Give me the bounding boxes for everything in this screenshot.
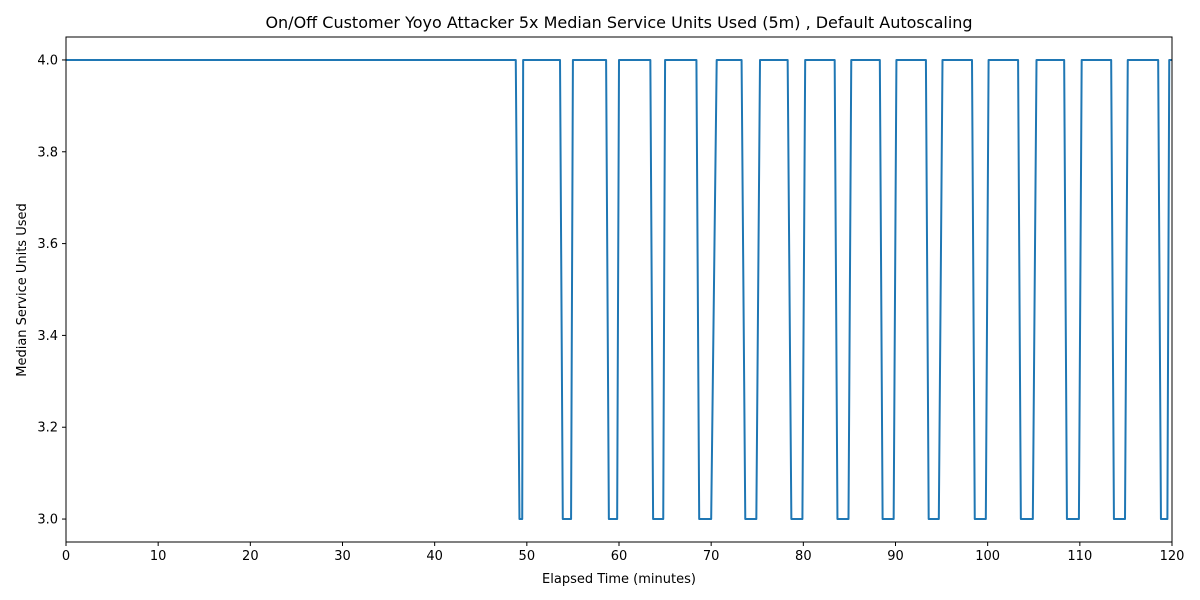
y-tick-label: 3.6 [37,237,58,252]
x-axis-ticks: 0 10 20 30 40 50 60 70 80 90 100 110 120 [62,542,1185,564]
x-tick-label: 70 [703,549,720,564]
x-tick-label: 90 [887,549,904,564]
y-axis-label: Median Service Units Used [15,203,30,377]
series-layer [66,58,1172,521]
x-tick-label: 80 [795,549,812,564]
series-line-0 [66,58,1172,521]
y-tick-label: 4.0 [37,53,58,68]
x-tick-label: 40 [426,549,443,564]
x-axis-label: Elapsed Time (minutes) [542,572,696,587]
x-tick-label: 50 [519,549,536,564]
y-tick-label: 3.0 [37,513,58,528]
x-tick-label: 30 [334,549,351,564]
y-tick-label: 3.8 [37,145,58,160]
y-axis-ticks: 3.0 3.2 3.4 3.6 3.8 4.0 [37,53,66,528]
y-tick-label: 3.4 [37,329,58,344]
chart-title: On/Off Customer Yoyo Attacker 5x Median … [265,13,972,32]
x-tick-label: 110 [1067,549,1092,564]
x-tick-label: 60 [611,549,628,564]
x-tick-label: 120 [1160,549,1185,564]
x-tick-label: 0 [62,549,70,564]
x-tick-label: 10 [150,549,167,564]
x-tick-label: 20 [242,549,259,564]
x-tick-label: 100 [975,549,1000,564]
y-tick-label: 3.2 [37,421,58,436]
